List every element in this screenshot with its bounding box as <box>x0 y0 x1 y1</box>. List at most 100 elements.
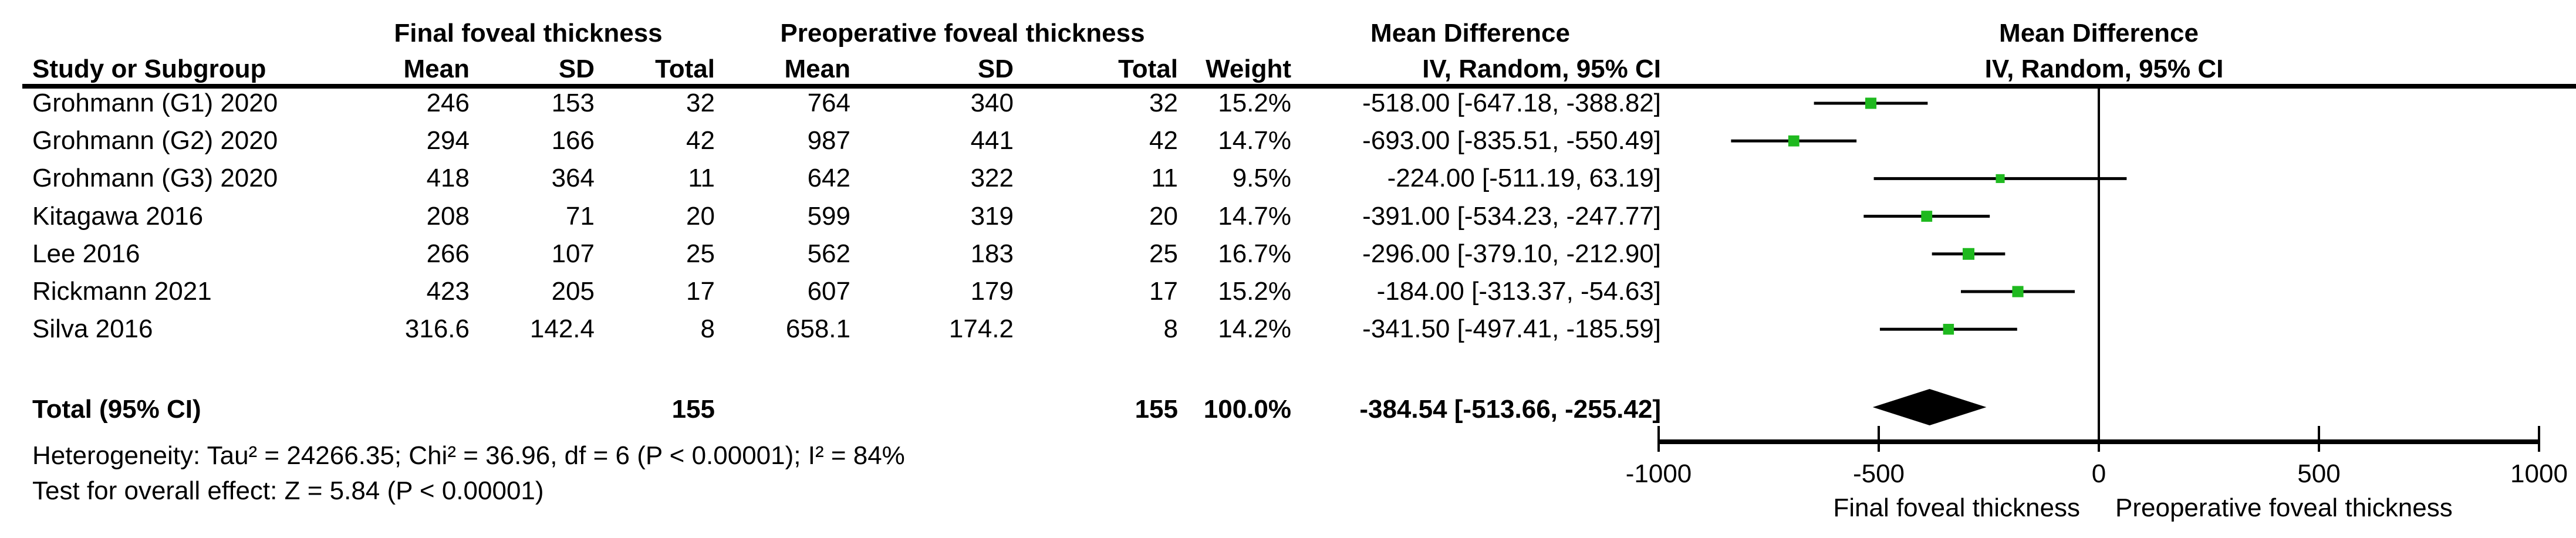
preop-sd-cell: 441 <box>970 126 1014 155</box>
weight-cell: 16.7% <box>1218 239 1291 268</box>
final-sd-cell: 142.4 <box>529 314 595 344</box>
ci-text-cell: -518.00 [-647.18, -388.82] <box>1362 89 1661 117</box>
weight-cell: 9.5% <box>1232 164 1291 193</box>
final-sd-cell: 107 <box>551 239 595 268</box>
final-mean-cell: 316.6 <box>404 314 470 344</box>
effect-square <box>2012 286 2024 297</box>
preop-total-cell: 11 <box>1151 164 1178 193</box>
study-name: Grohmann (G1) 2020 <box>32 89 278 117</box>
col-header-preop-total: Total <box>1118 55 1178 83</box>
ci-text-cell: -391.00 [-534.23, -247.77] <box>1362 201 1661 231</box>
preop-sd-cell: 183 <box>970 239 1014 268</box>
final-mean-cell: 266 <box>426 239 470 268</box>
preop-mean-cell: 987 <box>807 126 850 155</box>
study-name: Lee 2016 <box>32 239 140 268</box>
total-weight: 100.0% <box>1203 395 1291 424</box>
ci-text-cell: -184.00 [-313.37, -54.63] <box>1376 277 1661 306</box>
final-total-cell: 20 <box>686 201 715 231</box>
effect-square <box>1788 135 1800 147</box>
col-header-weight: Weight <box>1206 55 1291 83</box>
effect-square <box>1921 211 1933 222</box>
study-name: Grohmann (G3) 2020 <box>32 164 278 193</box>
preop-total-cell: 32 <box>1149 89 1178 117</box>
final-total-cell: 25 <box>686 239 715 268</box>
final-sd-cell: 364 <box>551 164 595 193</box>
ci-text-cell: -693.00 [-835.51, -550.49] <box>1362 126 1661 155</box>
final-sd-cell: 166 <box>551 126 595 155</box>
total-row-label: Total (95% CI) <box>32 395 201 424</box>
ci-text-cell: -341.50 [-497.41, -185.59] <box>1362 314 1661 344</box>
preop-mean-cell: 658.1 <box>785 314 850 344</box>
group-header-preoperative: Preoperative foveal thickness <box>780 19 1145 48</box>
preop-total-cell: 17 <box>1149 277 1178 306</box>
effect-header-text-column: Mean Difference <box>1370 19 1570 48</box>
effect-square <box>1865 97 1877 109</box>
final-mean-cell: 246 <box>426 89 470 117</box>
final-total-cell: 8 <box>700 314 715 344</box>
study-name: Grohmann (G2) 2020 <box>32 126 278 155</box>
col-header-preop-sd: SD <box>977 55 1014 83</box>
effect-header-graph-column: Mean Difference <box>1999 19 2199 48</box>
zero-line <box>2098 89 2100 443</box>
effect-square <box>1996 174 2005 183</box>
study-name: Rickmann 2021 <box>32 277 212 306</box>
tick-label: -500 <box>1853 459 1905 488</box>
preop-mean-cell: 764 <box>807 89 850 117</box>
col-header-final-total: Total <box>655 55 715 83</box>
weight-cell: 14.7% <box>1218 126 1291 155</box>
weight-cell: 14.7% <box>1218 201 1291 231</box>
axis-tick <box>2318 426 2320 452</box>
axis-caption-left: Final foveal thickness <box>1833 493 2080 522</box>
final-mean-cell: 208 <box>426 201 470 231</box>
axis-tick <box>1878 426 1880 452</box>
preop-total-cell: 42 <box>1149 126 1178 155</box>
study-name: Kitagawa 2016 <box>32 201 204 231</box>
total-ci-text: -384.54 [-513.66, -255.42] <box>1359 395 1661 424</box>
effect-square <box>1943 323 1954 335</box>
tick-label: -1000 <box>1626 459 1692 488</box>
pooled-diamond <box>1872 389 1987 425</box>
study-name: Silva 2016 <box>32 314 153 344</box>
weight-cell: 14.2% <box>1218 314 1291 344</box>
group-header-final: Final foveal thickness <box>394 19 663 48</box>
tick-label: 0 <box>2092 459 2106 488</box>
preop-sd-cell: 340 <box>970 89 1014 117</box>
col-header-ci-text: IV, Random, 95% CI <box>1422 55 1661 83</box>
col-header-preop-mean: Mean <box>784 55 850 83</box>
final-sd-cell: 71 <box>566 201 595 231</box>
final-total-cell: 32 <box>686 89 715 117</box>
col-header-final-mean: Mean <box>403 55 470 83</box>
preop-sd-cell: 179 <box>970 277 1014 306</box>
ci-text-cell: -224.00 [-511.19, 63.19] <box>1387 164 1661 193</box>
tick-label: 1000 <box>2510 459 2568 488</box>
final-total-cell: 11 <box>688 164 715 193</box>
overall-effect-test: Test for overall effect: Z = 5.84 (P < 0… <box>32 476 544 505</box>
final-mean-cell: 418 <box>426 164 470 193</box>
col-header-ci-graph: IV, Random, 95% CI <box>1984 55 2224 83</box>
final-total-cell: 17 <box>686 277 715 306</box>
preop-total-cell: 20 <box>1149 201 1178 231</box>
effect-square <box>1962 248 1975 260</box>
preop-mean-cell: 599 <box>807 201 850 231</box>
axis-tick <box>1657 426 1660 452</box>
axis-tick <box>2538 426 2540 452</box>
header-rule <box>22 84 2576 89</box>
preop-total-cell: 25 <box>1149 239 1178 268</box>
total-final-n: 155 <box>671 395 715 424</box>
preop-sd-cell: 322 <box>970 164 1014 193</box>
preop-sd-cell: 174.2 <box>948 314 1014 344</box>
preop-total-cell: 8 <box>1163 314 1178 344</box>
final-sd-cell: 205 <box>551 277 595 306</box>
final-sd-cell: 153 <box>551 89 595 117</box>
ci-text-cell: -296.00 [-379.10, -212.90] <box>1362 239 1661 268</box>
weight-cell: 15.2% <box>1218 277 1291 306</box>
preop-mean-cell: 562 <box>807 239 850 268</box>
heterogeneity-stats: Heterogeneity: Tau² = 24266.35; Chi² = 3… <box>32 441 905 470</box>
total-preop-n: 155 <box>1135 395 1178 424</box>
final-mean-cell: 423 <box>426 277 470 306</box>
preop-mean-cell: 642 <box>807 164 850 193</box>
final-total-cell: 42 <box>686 126 715 155</box>
preop-mean-cell: 607 <box>807 277 850 306</box>
